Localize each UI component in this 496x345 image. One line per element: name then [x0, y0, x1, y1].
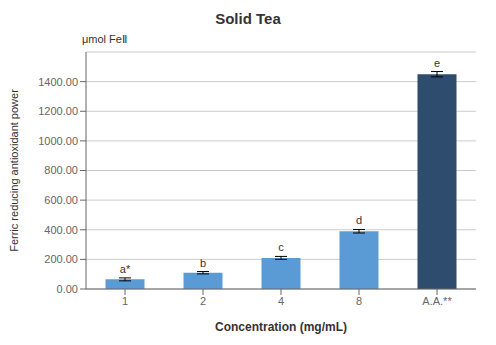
- svg-text:c: c: [278, 241, 284, 253]
- svg-text:A.A.**: A.A.**: [422, 295, 452, 307]
- svg-text:a*: a*: [120, 263, 131, 275]
- svg-text:1200.00: 1200.00: [38, 105, 78, 117]
- svg-text:e: e: [434, 57, 440, 69]
- svg-text:200.00: 200.00: [44, 253, 78, 265]
- svg-text:400.00: 400.00: [44, 224, 78, 236]
- svg-text:2: 2: [200, 295, 206, 307]
- svg-text:1000.00: 1000.00: [38, 135, 78, 147]
- svg-text:0.00: 0.00: [57, 283, 78, 295]
- svg-text:8: 8: [356, 295, 362, 307]
- svg-text:4: 4: [278, 295, 284, 307]
- html-text:μmol FeⅡ: μmol FeⅡ: [82, 33, 128, 45]
- svg-text:800.00: 800.00: [44, 164, 78, 176]
- svg-text:Concentration (mg/mL): Concentration (mg/mL): [215, 320, 347, 334]
- html-text:Solid Tea: Solid Tea: [215, 10, 281, 27]
- svg-text:1: 1: [122, 295, 128, 307]
- svg-text:Ferric reducing antioxidant po: Ferric reducing antioxidant power: [8, 89, 20, 252]
- svg-text:d: d: [356, 214, 362, 226]
- svg-text:b: b: [200, 257, 206, 269]
- svg-text:600.00: 600.00: [44, 194, 78, 206]
- svg-text:1400.00: 1400.00: [38, 76, 78, 88]
